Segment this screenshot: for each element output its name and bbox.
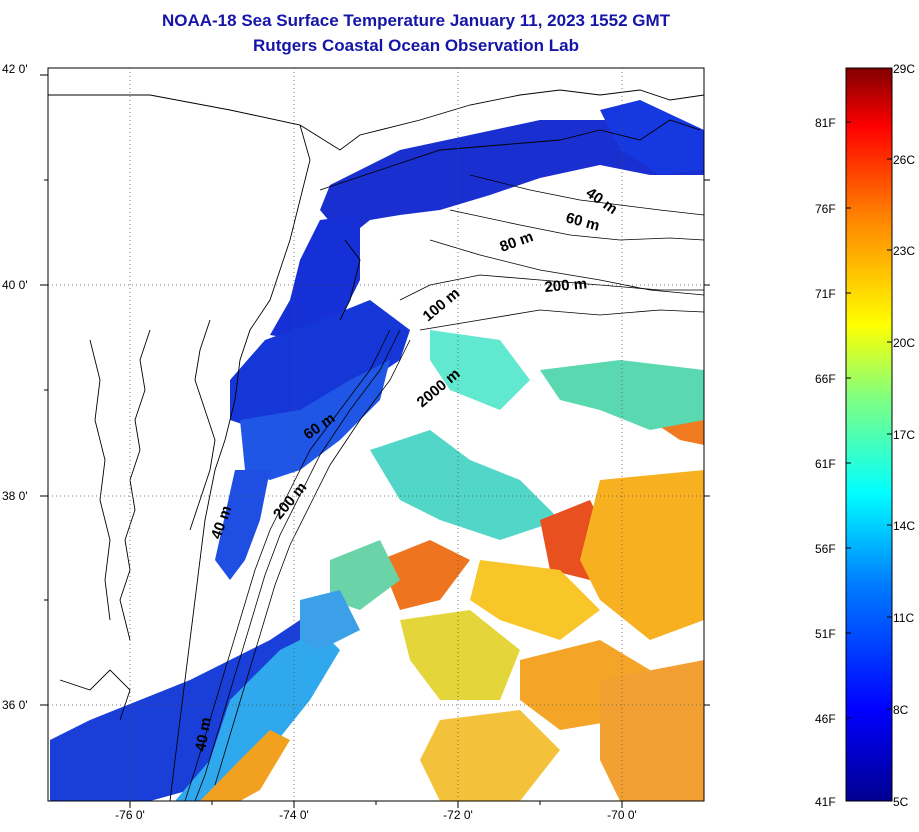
- lon-label: -74 0': [279, 808, 309, 822]
- colorbar-c-label: 23C: [893, 244, 916, 258]
- colorbar-f-label: 81F: [815, 116, 836, 130]
- lat-label: 40 0': [2, 278, 28, 292]
- map-content: [48, 89, 704, 801]
- isobath-label: 200 m: [544, 275, 588, 296]
- map-subtitle: Rutgers Coastal Ocean Observation Lab: [253, 36, 579, 55]
- lat-label: 36 0': [2, 698, 28, 712]
- colorbar-f-label: 71F: [815, 287, 836, 301]
- tick-marks: [40, 74, 710, 808]
- isobath-label: 40 m: [192, 716, 215, 753]
- colorbar-f-label: 41F: [815, 795, 836, 809]
- map-title: NOAA-18 Sea Surface Temperature January …: [161, 11, 671, 30]
- colorbar-f-label: 76F: [815, 202, 836, 216]
- graticule: [48, 68, 704, 801]
- colorbar-f-label: 46F: [815, 712, 836, 726]
- colorbar-c-label: 20C: [893, 336, 916, 350]
- colorbar-c-label: 14C: [893, 519, 916, 533]
- colorbar-c-label: 29C: [893, 62, 916, 76]
- isobath-lines: [184, 174, 704, 801]
- colorbar-c-label: 8C: [893, 703, 909, 717]
- colorbar-f-label: 56F: [815, 542, 836, 556]
- lon-label: -76 0': [115, 808, 145, 822]
- colorbar-c-label: 26C: [893, 153, 916, 167]
- colorbar-f-label: 51F: [815, 627, 836, 641]
- colorbar-c-label: 11C: [893, 611, 915, 625]
- isobath-label: 100 m: [420, 285, 464, 325]
- lon-label: -72 0': [443, 808, 473, 822]
- lat-label: 38 0': [2, 489, 28, 503]
- isobath-label: 80 m: [498, 228, 536, 256]
- lat-label: 42 0': [2, 62, 28, 76]
- colorbar-c-label: 17C: [893, 428, 916, 442]
- isobath-label: 60 m: [564, 209, 601, 234]
- colorbar-f-label: 61F: [815, 457, 836, 471]
- colorbar-f-label: 66F: [815, 372, 836, 386]
- isobath-label: 40 m: [583, 184, 621, 218]
- coastline: [48, 89, 704, 801]
- lon-label: -70 0': [607, 808, 637, 822]
- colorbar-ticks: [846, 121, 892, 719]
- sst-data-layer: [50, 100, 704, 801]
- colorbar: [845, 67, 893, 802]
- colorbar-c-label: 5C: [893, 795, 909, 809]
